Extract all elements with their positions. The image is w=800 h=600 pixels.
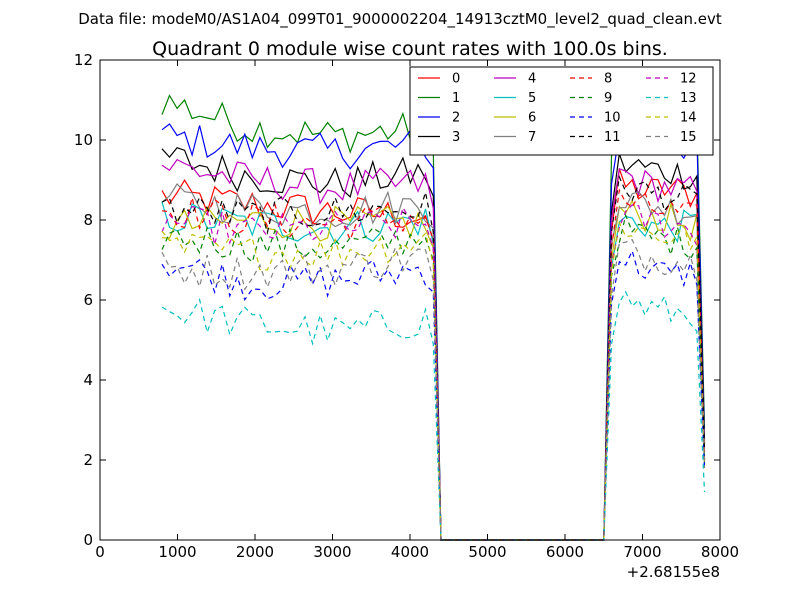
legend-label-9: 9 <box>604 91 612 106</box>
legend-label-10: 10 <box>604 111 621 126</box>
y-tick-label: 8 <box>83 211 93 229</box>
legend-label-3: 3 <box>452 130 460 145</box>
y-tick-label: 2 <box>83 451 93 469</box>
legend-label-1: 1 <box>452 91 460 106</box>
legend-label-0: 0 <box>452 72 460 87</box>
y-tick-label: 4 <box>83 371 93 389</box>
series-line-13 <box>161 290 706 541</box>
series-line-7 <box>161 183 706 541</box>
x-tick-label: 5000 <box>468 543 506 561</box>
legend-label-12: 12 <box>680 72 697 87</box>
y-tick-label: 12 <box>74 51 93 69</box>
figure-suptitle: Data file: modeM0/AS1A04_099T01_90000022… <box>78 10 722 29</box>
legend-box <box>409 66 714 156</box>
x-tick-label: 3000 <box>313 543 351 561</box>
x-tick-label: 4000 <box>391 543 429 561</box>
legend-label-8: 8 <box>604 72 612 87</box>
x-offset-label: +2.68155e8 <box>627 563 720 581</box>
y-tick-label: 6 <box>83 291 93 309</box>
series-line-3 <box>161 146 706 541</box>
series-line-5 <box>161 201 706 541</box>
legend-label-14: 14 <box>680 111 697 126</box>
chart-title: Quadrant 0 module wise count rates with … <box>152 38 668 60</box>
plot-area <box>161 94 706 541</box>
x-tick-label: 6000 <box>546 543 584 561</box>
series-line-14 <box>161 220 706 541</box>
series-line-11 <box>161 174 706 541</box>
legend-label-15: 15 <box>680 130 697 145</box>
legend-label-11: 11 <box>604 130 621 145</box>
x-tick-label: 0 <box>95 543 105 561</box>
x-tick-label: 2000 <box>236 543 274 561</box>
y-tick-label: 10 <box>74 131 93 149</box>
series-line-9 <box>161 213 706 541</box>
x-tick-label: 7000 <box>623 543 661 561</box>
legend-label-5: 5 <box>528 91 536 106</box>
series-line-15 <box>161 238 706 541</box>
legend-label-13: 13 <box>680 91 697 106</box>
legend-label-2: 2 <box>452 111 460 126</box>
axis-ticks: 0 1000 2000 3000 4000 5000 6000 7000 80000246810… <box>74 51 739 561</box>
y-tick-label: 0 <box>83 531 93 549</box>
series-line-4 <box>161 158 706 541</box>
legend-label-6: 6 <box>528 111 536 126</box>
x-tick-label: 1000 <box>158 543 196 561</box>
legend-label-7: 7 <box>528 130 536 145</box>
series-line-8 <box>161 188 706 541</box>
x-tick-label: 8000 <box>701 543 739 561</box>
series-line-0 <box>161 168 706 541</box>
series-line-1 <box>161 94 706 541</box>
legend-label-4: 4 <box>528 72 536 87</box>
series-line-12 <box>161 204 706 541</box>
